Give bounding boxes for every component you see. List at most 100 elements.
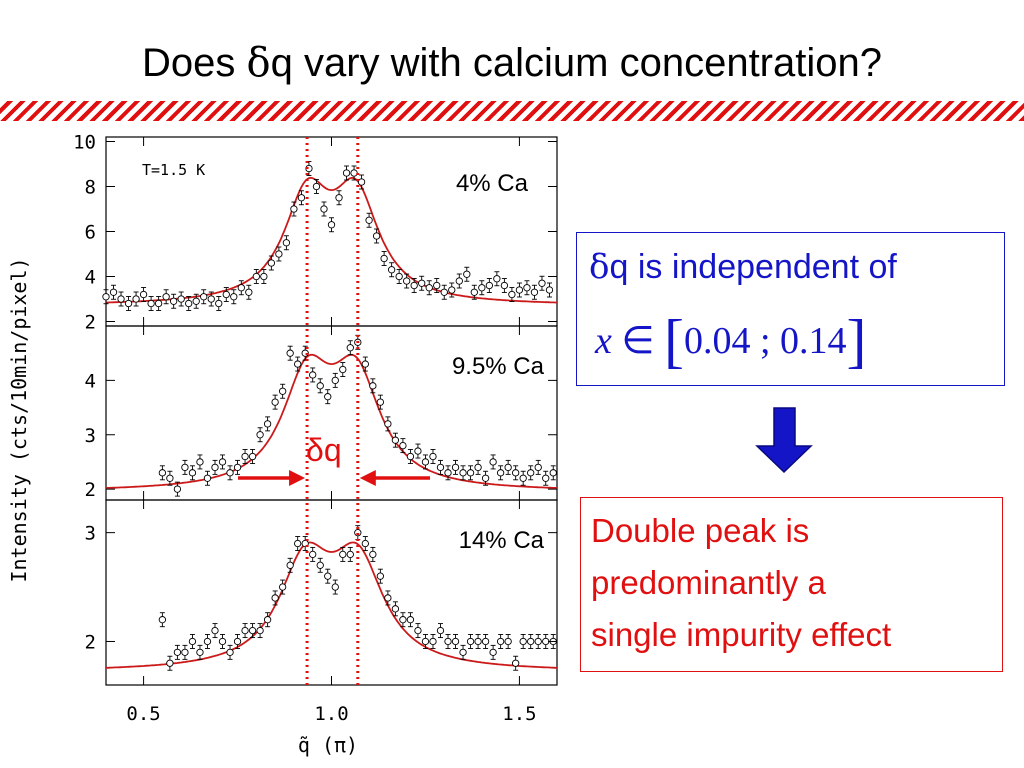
data-point [324,389,332,405]
data-point [233,634,242,649]
x-tick-label: 0.5 [126,703,160,725]
data-point [519,634,527,649]
data-point [384,590,392,606]
data-point [309,546,317,562]
independence-box: δq is independent of x ∈ [0.04 ; 0.14] [576,232,1005,386]
y-tick-label: 2 [85,479,96,501]
data-point [387,262,396,278]
data-point [188,465,197,481]
data-point [169,293,178,309]
data-point [429,634,437,649]
data-point [331,579,339,595]
data-point [448,282,456,298]
axis-ticks [106,137,557,685]
data-point [376,568,385,584]
panel-label: 14% Ca [459,527,545,554]
data-point [440,284,448,300]
data-point [241,623,249,639]
data-point [425,280,433,296]
data-point [369,378,377,394]
panel-label: 4% Ca [456,170,529,197]
data-point [286,557,294,573]
data-point [252,269,260,284]
down-arrow-icon [755,407,813,474]
data-point [406,449,415,464]
data-point [504,634,512,649]
data-point [309,367,317,383]
data-point [278,383,287,399]
data-point [545,282,554,298]
data-point [294,536,302,551]
data-point [410,278,418,293]
y-tick-label: 4 [85,370,96,392]
conclusion-line-2: predominantly a [591,564,826,601]
data-point [436,623,445,639]
data-point [226,465,234,481]
data-point [282,235,291,251]
data-point [177,291,185,307]
data-point [335,190,343,206]
data-point [200,289,208,305]
data-point [489,454,497,470]
data-point [158,612,167,628]
data-point [102,289,110,305]
data-point [267,255,276,271]
fit-curve [106,541,557,669]
x-tick-label: 1.0 [314,703,348,725]
data-point [504,459,512,475]
data-point [218,454,227,470]
data-point [466,634,475,649]
y-tick-label: 10 [73,132,96,154]
data-point [489,644,497,660]
data-point [403,273,411,289]
data-point [158,465,167,481]
data-point [312,179,321,194]
data-point [346,340,354,356]
y-tick-label: 2 [85,631,96,653]
data-points [102,161,557,671]
data-point [207,291,215,307]
data-point [361,356,369,372]
data-point [139,287,148,302]
data-point [181,459,189,475]
data-point [478,280,486,296]
y-axis-label: Intensity (cts/10min/pixel) [7,257,31,582]
y-tick-label: 8 [85,177,96,199]
y-tick-label: 2 [85,312,96,334]
data-point [237,280,245,296]
data-point [124,296,133,311]
independence-statement: δq is independent of [589,247,897,287]
data-point [324,568,332,584]
data-point [226,644,234,660]
data-point [463,266,471,282]
data-point [493,271,501,287]
data-point [357,174,366,190]
data-point [485,278,493,293]
data-point [500,278,509,293]
data-point [185,296,193,311]
data-point [203,634,212,649]
data-point [147,296,155,311]
data-point [316,378,324,394]
data-point [451,459,460,475]
data-point [470,284,478,300]
delta-symbol: δ [246,40,271,86]
data-point [188,634,197,649]
data-point [455,273,463,289]
data-point [316,557,324,573]
data-point [474,634,482,649]
y-tick-label: 3 [85,425,96,447]
data-point [384,416,392,432]
data-point [538,275,546,291]
data-point [211,623,219,639]
data-point [481,470,490,486]
data-point [376,394,385,410]
data-point [433,278,441,293]
data-point [241,449,249,464]
data-point [395,269,403,284]
data-point [496,634,505,649]
data-point [391,601,400,617]
data-point [271,394,279,410]
data-point [271,590,279,606]
data-point [290,201,298,217]
